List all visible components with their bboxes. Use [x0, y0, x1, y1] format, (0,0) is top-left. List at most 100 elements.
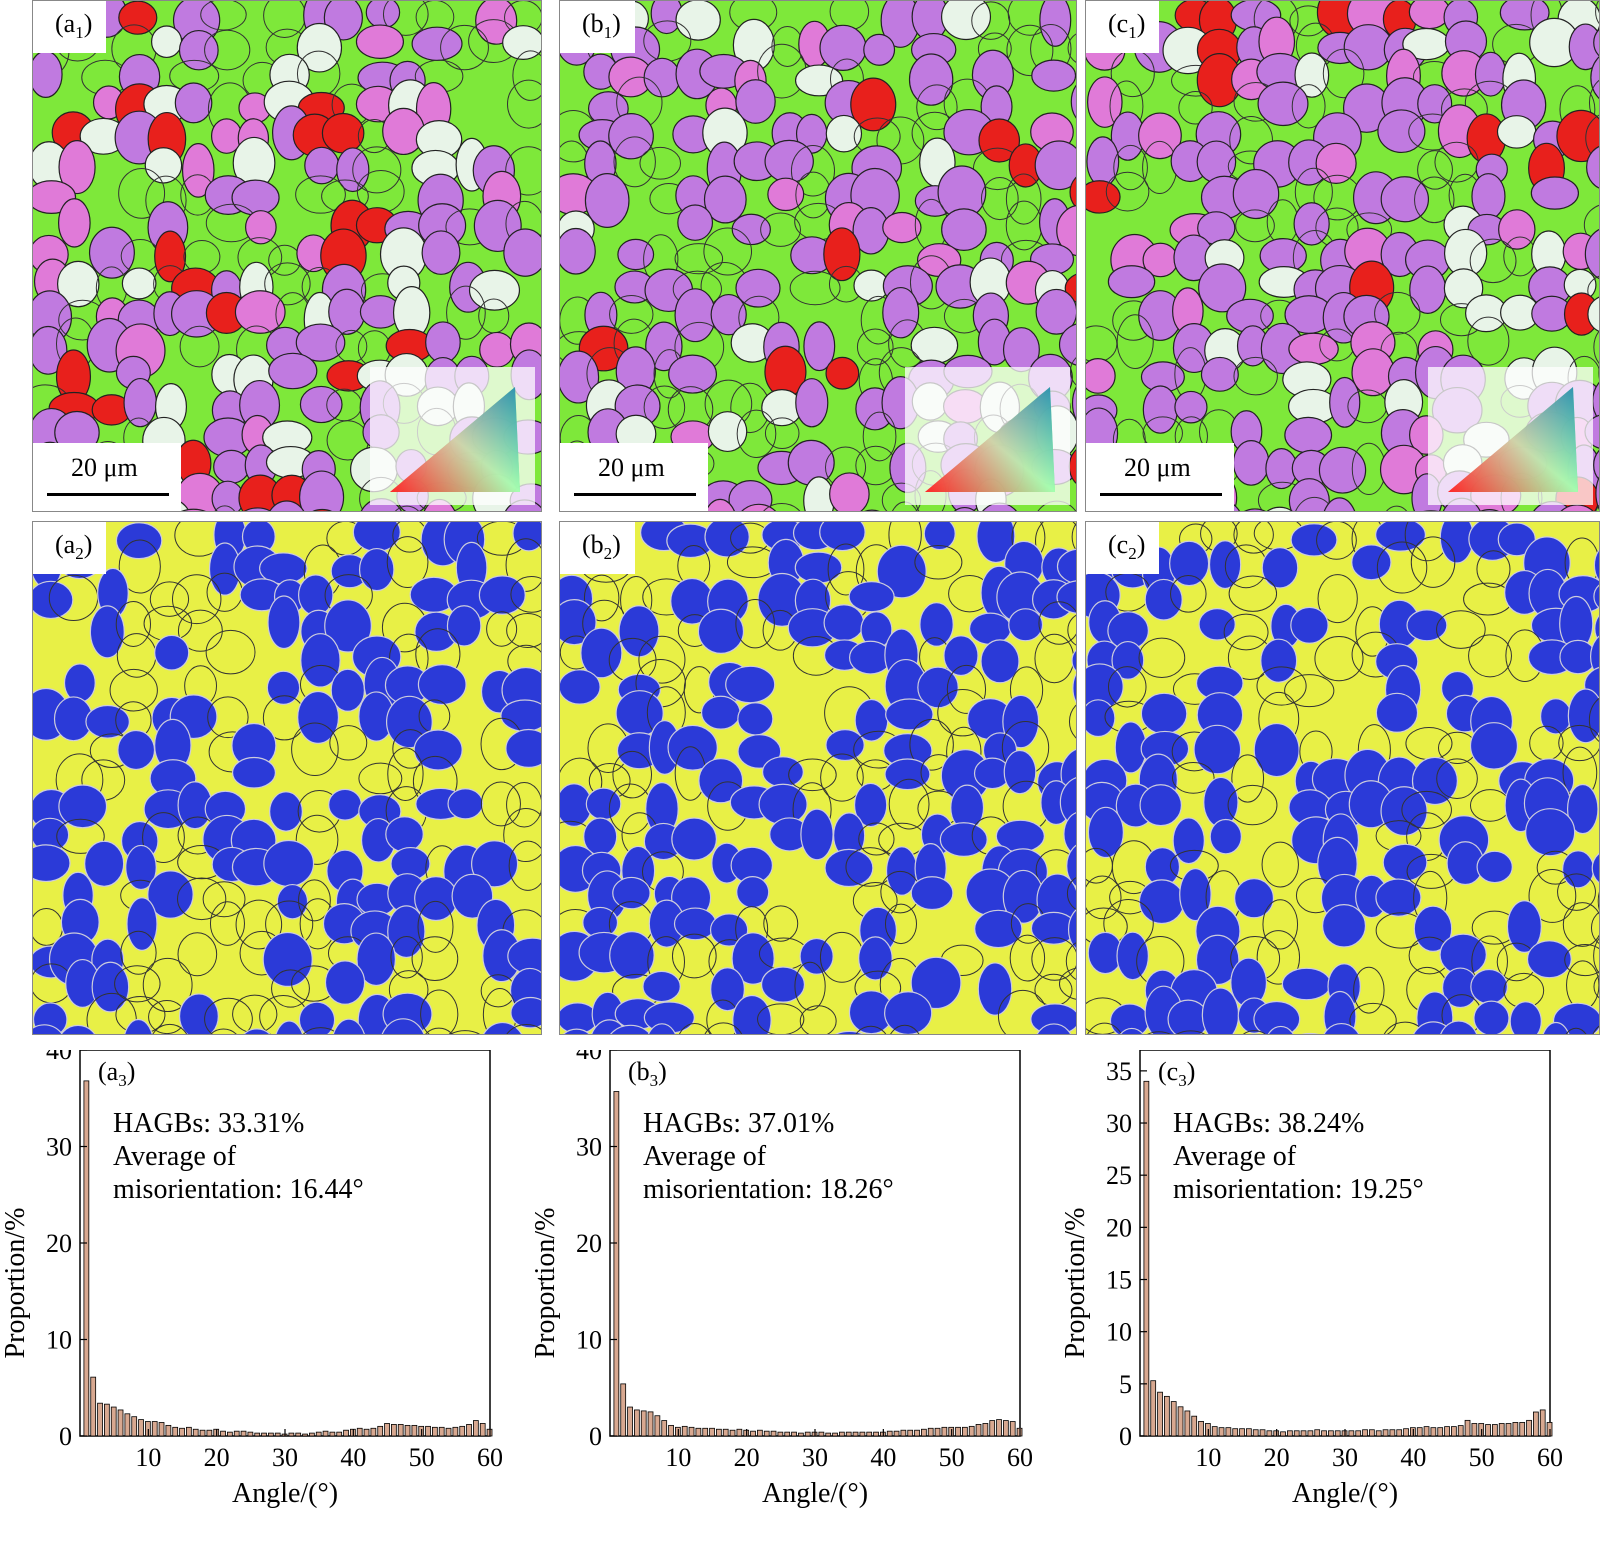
grain: [145, 148, 181, 183]
grain: [1499, 210, 1535, 249]
grain: [1086, 181, 1120, 213]
histogram-bar: [248, 1432, 253, 1436]
grain: [263, 933, 312, 987]
grain: [1202, 988, 1238, 1035]
y-axis-label: Proportion/%: [530, 1208, 561, 1359]
grain: [824, 605, 864, 641]
x-axis-label: Angle/(°): [232, 1478, 338, 1509]
histogram-bar: [391, 1424, 396, 1436]
histogram-bar: [1171, 1402, 1176, 1436]
grain: [1563, 851, 1594, 888]
histogram-bar: [446, 1428, 451, 1436]
x-tick-label: 50: [939, 1443, 965, 1472]
histogram-bar: [1363, 1430, 1368, 1436]
grain: [1204, 777, 1238, 827]
ipf-map-b1: (b1) 20 μm: [559, 0, 1077, 512]
histogram-bar: [853, 1432, 858, 1436]
scale-bar: 20 μm: [560, 443, 708, 511]
grain: [412, 27, 462, 60]
histogram-bar: [805, 1432, 810, 1436]
histogram-bar: [460, 1426, 465, 1436]
panel-label: (c1): [1086, 1, 1159, 53]
y-tick-label: 0: [59, 1422, 72, 1451]
y-tick-label: 10: [1106, 1318, 1132, 1347]
histogram-bar: [846, 1432, 851, 1436]
histogram-bar: [976, 1424, 981, 1436]
grain: [702, 696, 740, 729]
histogram-bar: [1192, 1416, 1197, 1436]
grain: [1262, 548, 1297, 588]
histogram-bar: [935, 1428, 940, 1436]
grain: [1145, 579, 1182, 620]
histogram-bar: [467, 1424, 472, 1436]
grain: [674, 908, 716, 940]
grain: [1088, 807, 1123, 857]
histogram-bar: [1315, 1430, 1320, 1436]
grain: [447, 606, 480, 646]
grain: [1040, 1, 1071, 46]
histogram-bar: [98, 1403, 103, 1436]
grain: [942, 1, 991, 39]
histogram-bar: [262, 1433, 267, 1436]
y-tick-label: 10: [576, 1326, 602, 1355]
histogram-bar: [1506, 1423, 1511, 1436]
phase-map-image: [1086, 522, 1600, 1035]
grain: [325, 961, 364, 1004]
grain: [1407, 610, 1447, 641]
grain: [738, 703, 773, 735]
grain: [360, 549, 394, 591]
x-tick-label: 40: [870, 1443, 896, 1472]
grain: [586, 788, 620, 819]
grain: [672, 818, 717, 860]
annotation-line: HAGBs: 37.01%: [643, 1108, 834, 1139]
grain: [1258, 82, 1308, 125]
histogram-bar: [385, 1423, 390, 1436]
grain: [235, 291, 285, 333]
ipf-color-key: [370, 367, 535, 505]
histogram-bar: [716, 1429, 721, 1436]
histogram-bar: [111, 1407, 116, 1436]
histogram-bar: [125, 1414, 130, 1436]
y-tick-label: 25: [1106, 1161, 1132, 1190]
scale-bar-label: 20 μm: [71, 453, 138, 483]
grain: [1510, 1002, 1541, 1035]
histogram-bar: [928, 1428, 933, 1436]
histogram-bar: [1383, 1430, 1388, 1436]
histogram-bar: [634, 1410, 639, 1436]
histogram-bar: [1472, 1423, 1477, 1436]
grain: [610, 932, 654, 980]
histogram-bar: [1390, 1430, 1395, 1436]
grain: [726, 666, 775, 702]
y-tick-label: 30: [46, 1133, 72, 1162]
histogram-bar: [104, 1404, 109, 1436]
grain: [911, 327, 957, 363]
grain: [1086, 700, 1115, 737]
histogram-bar: [1253, 1430, 1258, 1436]
histogram-bar: [1240, 1429, 1245, 1436]
histogram-bar: [621, 1384, 626, 1436]
y-tick-label: 0: [1119, 1422, 1132, 1451]
histogram-bar: [1431, 1428, 1436, 1436]
x-tick-label: 60: [1537, 1443, 1563, 1472]
histogram-bar: [1003, 1421, 1008, 1436]
histogram-bar: [921, 1429, 926, 1436]
histogram-bar: [412, 1425, 417, 1436]
grain: [33, 581, 73, 618]
histogram-bar: [303, 1434, 308, 1436]
annotation-line: Average of: [1173, 1141, 1297, 1172]
annotation-line: misorientation: 18.26°: [643, 1174, 894, 1205]
histogram-bar: [1212, 1427, 1217, 1436]
panel-label: (a1): [33, 1, 106, 53]
grain: [1474, 1001, 1509, 1035]
grain: [826, 115, 861, 151]
ipf-color-key: [905, 367, 1070, 505]
grain: [268, 596, 300, 648]
histogram-bar: [723, 1429, 728, 1436]
histogram-bar: [662, 1421, 667, 1436]
histogram-bar: [833, 1433, 838, 1436]
y-tick-label: 0: [589, 1422, 602, 1451]
histogram-bar: [221, 1431, 226, 1436]
grain: [1568, 689, 1600, 743]
grain: [1526, 809, 1575, 856]
